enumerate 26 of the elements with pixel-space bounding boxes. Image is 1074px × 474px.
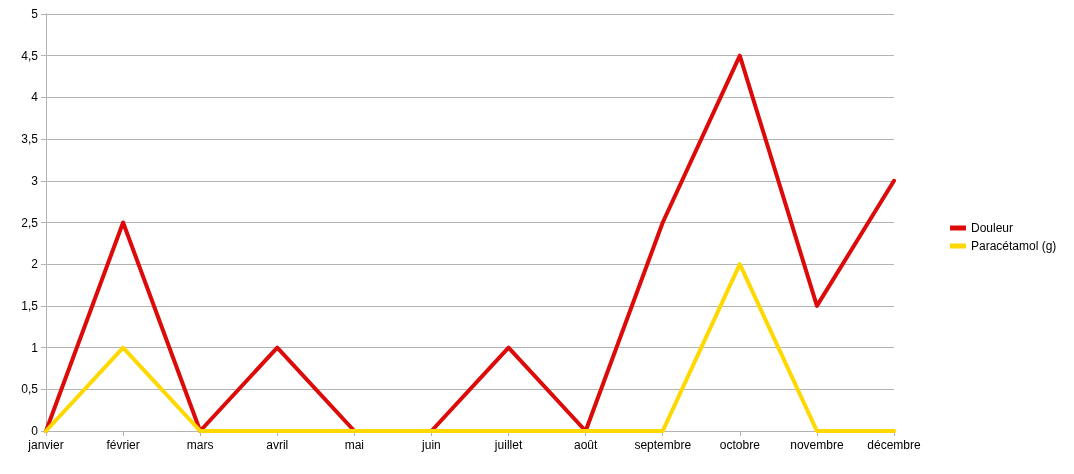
x-tick-label: mars (186, 438, 214, 452)
x-tick-label: avril (266, 438, 289, 452)
y-tick-label: 5 (31, 7, 39, 21)
x-tick-label: septembre (634, 438, 692, 452)
y-tick-label: 0 (31, 424, 39, 438)
x-tick-label: mai (344, 438, 365, 452)
line-series (44, 53, 896, 433)
x-tick-label: juin (421, 438, 441, 452)
y-tick-label: 4 (31, 90, 39, 105)
x-tick-label: octobre (719, 438, 761, 452)
x-tick-label: juillet (493, 438, 523, 452)
x-tick-label: février (106, 438, 140, 452)
y-tick-label: 3,5 (21, 132, 39, 147)
y-tick-label: 2,5 (21, 215, 39, 230)
legend-label: Douleur (971, 221, 1014, 235)
y-tick-label: 1,5 (21, 298, 39, 313)
x-tick-label: décembre (867, 438, 921, 452)
y-tick-label: 0,5 (21, 382, 39, 397)
legend-label: Paracétamol (g) (971, 239, 1057, 253)
y-tick-label: 2 (31, 257, 39, 272)
x-tick-label: janvier (27, 438, 64, 452)
y-tick-label: 1 (31, 340, 39, 355)
x-tick-label: novembre (790, 438, 844, 452)
y-tick-label: 4,5 (21, 48, 39, 63)
x-tick-label: août (573, 438, 598, 452)
y-tick-label: 3 (31, 173, 39, 188)
